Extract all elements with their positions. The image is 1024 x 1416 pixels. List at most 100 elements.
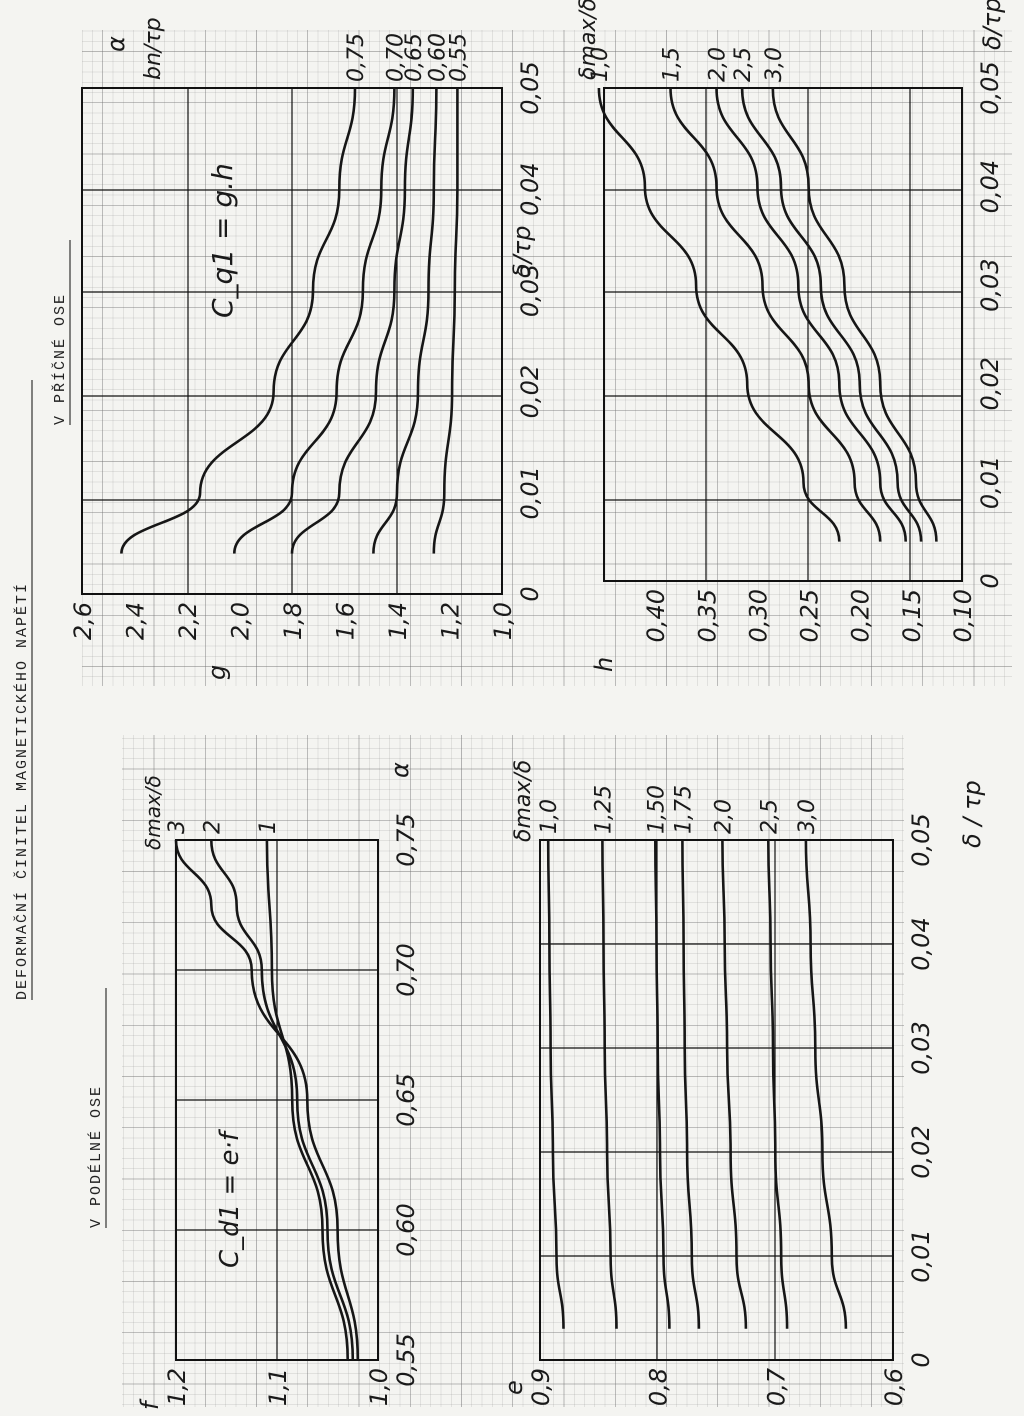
g-x-tick-3: 0,03 xyxy=(516,264,544,317)
f-chart: 0,550,600,650,700,75 1,01,11,2 123 f α δ… xyxy=(136,762,420,1410)
h-x-tick-4: 0,04 xyxy=(976,160,1004,213)
e-chart-y-label: e xyxy=(500,1380,528,1395)
e-series-0-line xyxy=(546,839,565,1329)
h-x-tick-5: 0,05 xyxy=(976,61,1004,114)
e-y-tick-3: 0,9 xyxy=(527,1368,555,1406)
g-chart-x-ticks: 0 0,01 0,02 0,03 0,04 0,05 xyxy=(516,61,544,601)
g-series-3-line xyxy=(372,87,438,554)
e-x-tick-3: 0,03 xyxy=(907,1021,935,1074)
g-chart-legend-title: bn/τp xyxy=(141,17,166,80)
e-series-3-line xyxy=(681,839,701,1329)
e-series-6-line xyxy=(804,839,848,1329)
e-y-tick-1: 0,7 xyxy=(762,1367,790,1406)
e-series-1-line xyxy=(601,839,618,1329)
g-series-4-label: 0,55 xyxy=(446,33,471,82)
g-series-3-label: 0,60 xyxy=(425,33,450,82)
g-chart-y-ticks: 1,0 1,2 1,4 1,6 1,8 2,0 2,2 2,4 2,6 xyxy=(69,602,517,640)
f-series-2-label: 3 xyxy=(165,820,190,834)
f-series-2-line xyxy=(174,839,360,1361)
h-chart-y-label: h xyxy=(590,657,618,672)
g-y-tick-0: 1,0 xyxy=(489,602,517,640)
g-series-1-line xyxy=(233,87,396,554)
g-y-tick-2: 1,4 xyxy=(384,602,412,640)
h-y-tick-0: 0,10 xyxy=(949,589,977,642)
h-series-4-line xyxy=(771,87,938,542)
g-chart-frame xyxy=(81,87,503,595)
g-x-tick-5: 0,05 xyxy=(516,61,544,114)
g-chart-legend-note: α xyxy=(102,36,130,52)
f-y-tick-2: 1,2 xyxy=(163,1368,191,1406)
e-series-0-label: 1,0 xyxy=(537,799,562,834)
g-chart: 0 0,01 0,02 0,03 0,04 0,05 1,0 1,2 1,4 1,6 1,8 2,0… xyxy=(69,17,544,680)
section-right-title: V PŘÍČNÉ OSE xyxy=(51,293,69,425)
h-chart-x-label: δ/τp xyxy=(978,0,1006,50)
g-chart-series-labels: 0,75 0,700,650,600,55 xyxy=(344,33,471,82)
f-series-1-line xyxy=(210,839,355,1361)
f-chart-x-ticks: 0,55 0,60 0,65 0,70 0,75 xyxy=(392,813,420,1386)
h-series-2-line xyxy=(715,87,907,542)
h-chart-curves xyxy=(597,87,938,542)
g-series-0-label: 0,75 xyxy=(344,33,369,82)
g-chart-x-label: δ/τp xyxy=(508,226,536,278)
h-series-1-line xyxy=(669,87,882,542)
g-chart-y-label: g xyxy=(203,665,231,680)
g-x-tick-2: 0,02 xyxy=(516,365,544,418)
g-series-4-line xyxy=(432,88,459,554)
g-y-tick-4: 1,8 xyxy=(279,602,307,640)
g-series-2-label: 0,65 xyxy=(402,33,427,82)
h-series-1-label: 1,5 xyxy=(660,47,685,82)
g-series-2-line xyxy=(290,87,415,554)
h-chart-y-ticks: 0,10 0,15 0,20 0,25 0,30 0,35 0,40 xyxy=(642,589,977,642)
e-x-tick-1: 0,01 xyxy=(907,1229,935,1282)
h-series-0-label: 1,0 xyxy=(588,47,613,82)
h-chart: 00,010,020,030,040,05 0,100,150,200,250,… xyxy=(576,0,1006,672)
h-series-3-line xyxy=(740,87,923,542)
e-series-4-line xyxy=(721,839,748,1329)
h-x-tick-1: 0,01 xyxy=(976,456,1004,509)
h-y-tick-1: 0,15 xyxy=(898,589,926,642)
h-x-tick-3: 0,03 xyxy=(976,258,1004,311)
h-series-0-line xyxy=(597,87,841,542)
g-y-tick-3: 1,6 xyxy=(332,602,360,640)
g-chart-formula: C_q1 = g.h xyxy=(206,163,239,318)
f-chart-formula: C_d1 = e·f xyxy=(215,1128,245,1268)
e-series-5-line xyxy=(767,839,789,1329)
f-chart-curves xyxy=(174,839,360,1361)
h-chart-series-labels: 1,0 1,5 2,0 2,5 3,0 xyxy=(588,47,787,82)
h-series-3-label: 2,5 xyxy=(731,47,756,82)
g-y-tick-7: 2,4 xyxy=(122,602,150,640)
e-chart-curves xyxy=(546,839,848,1329)
h-y-tick-2: 0,20 xyxy=(847,589,875,642)
e-chart-y-ticks: 0,6 0,7 0,8 0,9 xyxy=(527,1367,908,1406)
e-chart: 00,010,020,030,040,05 0,60,70,80,9 1,0 1,… xyxy=(500,760,986,1406)
main-title: DEFORMAČNÍ ČINITEL MAGNETICKÉHO NAPĚTÍ xyxy=(13,582,31,1000)
f-x-tick-0: 0,55 xyxy=(392,1333,420,1386)
e-series-4-label: 2,0 xyxy=(711,799,736,834)
f-y-tick-0: 1,0 xyxy=(365,1368,393,1406)
f-y-tick-1: 1,1 xyxy=(264,1368,292,1406)
h-y-tick-4: 0,30 xyxy=(744,589,772,642)
f-series-0-line xyxy=(265,839,349,1361)
e-chart-legend-title: δmax/δ xyxy=(511,760,536,842)
f-chart-y-ticks: 1,0 1,1 1,2 xyxy=(163,1368,393,1406)
g-x-tick-1: 0,01 xyxy=(516,466,544,519)
h-chart-legend-title: δmax/δ xyxy=(576,0,601,80)
g-y-tick-5: 2,0 xyxy=(227,602,255,640)
g-series-0-line xyxy=(120,87,357,554)
e-series-1-label: 1,25 xyxy=(591,785,616,834)
h-series-2-label: 2,0 xyxy=(706,47,731,82)
g-chart-curves xyxy=(120,87,459,554)
g-y-tick-1: 1,2 xyxy=(437,602,465,640)
e-y-tick-0: 0,6 xyxy=(880,1368,908,1406)
e-series-2-label: 1,50 xyxy=(644,785,669,834)
g-y-tick-6: 2,2 xyxy=(174,602,202,640)
f-x-tick-4: 0,75 xyxy=(392,813,420,866)
section-left-title: V PODÉLNÉ OSE xyxy=(87,1085,105,1228)
f-x-tick-3: 0,70 xyxy=(392,943,420,996)
g-y-tick-8: 2,6 xyxy=(69,602,97,640)
h-y-tick-5: 0,35 xyxy=(693,589,721,642)
h-x-tick-0: 0 xyxy=(976,573,1004,588)
e-x-tick-5: 0,05 xyxy=(907,813,935,866)
e-series-3-label: 1,75 xyxy=(671,785,696,834)
